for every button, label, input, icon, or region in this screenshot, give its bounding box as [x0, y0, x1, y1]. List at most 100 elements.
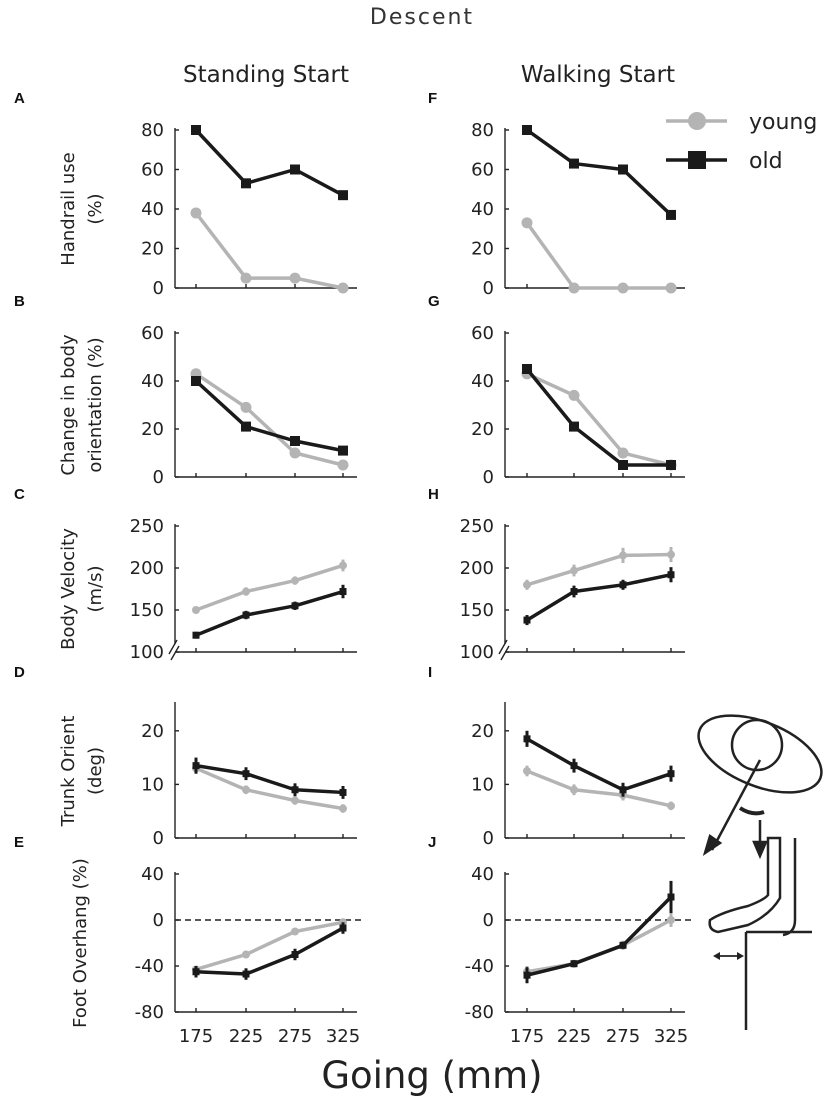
data-point-old-i	[667, 770, 675, 778]
data-point-old-e	[242, 970, 250, 978]
series-line-old-d	[195, 763, 344, 795]
y-tick-label-f: 0	[483, 278, 494, 299]
panel-letter-h: H	[428, 486, 439, 503]
series-line-old-c	[195, 589, 344, 637]
angle-arc-icon	[738, 806, 765, 816]
figure-title: Descent	[370, 5, 474, 30]
panels-group: A 0 20 40 60 80 Handrail use (%) B 0 20 40 60 Change …	[14, 90, 691, 1047]
y-tick-label-e: 40	[141, 864, 164, 885]
data-point-old-e	[291, 951, 299, 958]
data-point-old-c	[192, 631, 200, 639]
series-line-young-c	[195, 563, 344, 612]
y-tick-label-e: 0	[153, 910, 164, 931]
y-tick-label-e: -80	[135, 1002, 164, 1023]
vertical-arrowhead-icon	[752, 840, 768, 860]
data-point-young-g	[617, 447, 629, 459]
head-circle-icon	[730, 718, 784, 772]
data-point-old-e	[192, 968, 200, 976]
x-tick-label-j: 325	[654, 1026, 688, 1047]
panel-c: C 100 150 200 250 Body Velocity (m/s)	[14, 486, 357, 663]
y-tick-label-d: 10	[141, 774, 164, 795]
x-tick-label-j: 275	[606, 1026, 640, 1047]
data-point-old-d	[291, 786, 299, 794]
data-point-old-i	[619, 786, 627, 794]
data-point-young-c	[291, 576, 299, 585]
series-line-old-a	[194, 128, 344, 197]
y-tick-label-f: 80	[471, 120, 494, 141]
data-point-young-a	[289, 272, 301, 284]
panel-g: G 0 20 40 60	[428, 293, 685, 488]
data-point-young-a	[337, 282, 349, 294]
x-tick-label-j: 225	[557, 1026, 591, 1047]
panel-letter-g: G	[428, 293, 440, 310]
data-point-young-d	[339, 804, 347, 813]
panel-letter-i: I	[428, 664, 432, 681]
series-line-old-i	[526, 737, 672, 792]
y-tick-label-i: 20	[471, 721, 494, 742]
data-point-old-j	[667, 893, 675, 901]
data-point-young-f	[568, 282, 580, 294]
y-axis-label-e: Foot Overhang (%)	[70, 858, 91, 1028]
data-point-young-f	[665, 282, 677, 294]
y-tick-label-h: 200	[460, 558, 494, 579]
series-line-old-e	[195, 926, 344, 976]
data-point-old-g	[666, 460, 676, 470]
data-point-old-a	[241, 178, 251, 189]
y-tick-label-i: 10	[471, 774, 494, 795]
y-axis-label-b: Change in body orientation (%)	[58, 334, 106, 476]
legend-young-label: young	[749, 110, 817, 135]
series-line-young-e	[195, 920, 344, 972]
series-line-old-h	[526, 573, 672, 622]
data-point-old-a	[290, 164, 300, 175]
axis-break-mark-c	[168, 639, 178, 655]
data-point-old-b	[191, 376, 201, 386]
panel-f: F 0 20 40 60 80	[428, 90, 685, 299]
series-line-young-d	[195, 766, 344, 811]
series-line-young-a	[194, 211, 344, 290]
y-tick-label-g: 40	[471, 371, 494, 392]
y-tick-label-e: -40	[135, 956, 164, 977]
y-tick-label-j: -80	[465, 1002, 494, 1023]
y-tick-label-i: 0	[483, 828, 494, 849]
data-point-young-g	[568, 389, 580, 401]
data-point-old-j	[619, 941, 627, 949]
data-point-young-j	[667, 916, 675, 924]
data-point-young-b	[240, 401, 252, 413]
data-point-old-c	[242, 611, 250, 619]
y-tick-label-c: 100	[130, 642, 164, 663]
x-tick-label-j: 175	[510, 1026, 544, 1047]
column-title-walking: Walking Start	[521, 62, 675, 88]
data-point-old-f	[618, 164, 628, 175]
data-point-old-c	[339, 588, 347, 596]
overhang-arrow-left-icon	[713, 952, 720, 960]
legend-old-marker	[688, 151, 706, 169]
data-point-old-j	[570, 960, 578, 968]
y-axis-label-line: Handrail use	[58, 152, 79, 265]
panel-e: E -80 -40 0 40 175 225 275 325 Foot Overhang (%)	[14, 834, 363, 1047]
data-point-young-d	[291, 796, 299, 805]
y-tick-label-g: 0	[483, 467, 494, 488]
x-axis-label: Going (mm)	[321, 1054, 542, 1097]
panel-letter-f: F	[428, 90, 437, 107]
data-point-old-a	[191, 125, 201, 135]
y-axis-label-line: Trunk Orient	[58, 716, 79, 828]
series-line-young-f	[525, 221, 671, 290]
y-tick-label-h: 100	[460, 642, 494, 663]
panel-b: B 0 20 40 60 Change in body orientation (%)	[14, 293, 357, 488]
foot-overhang-illustration	[708, 836, 812, 1030]
y-axis-label-a: Handrail use (%)	[58, 152, 106, 265]
y-tick-label-d: 0	[153, 828, 164, 849]
y-axis-label-c: Body Velocity (m/s)	[58, 528, 106, 650]
legend-old-label: old	[749, 149, 783, 174]
data-point-young-a	[190, 207, 202, 219]
y-tick-label-c: 250	[130, 516, 164, 537]
data-point-old-f	[569, 158, 579, 169]
x-tick-label-e: 325	[326, 1026, 360, 1047]
overhang-arrow-right-icon	[737, 952, 744, 960]
y-tick-label-a: 80	[141, 120, 164, 141]
y-tick-label-c: 200	[130, 558, 164, 579]
data-point-young-c	[339, 561, 347, 570]
legend: young old	[666, 110, 817, 174]
series-line-young-h	[526, 552, 672, 587]
